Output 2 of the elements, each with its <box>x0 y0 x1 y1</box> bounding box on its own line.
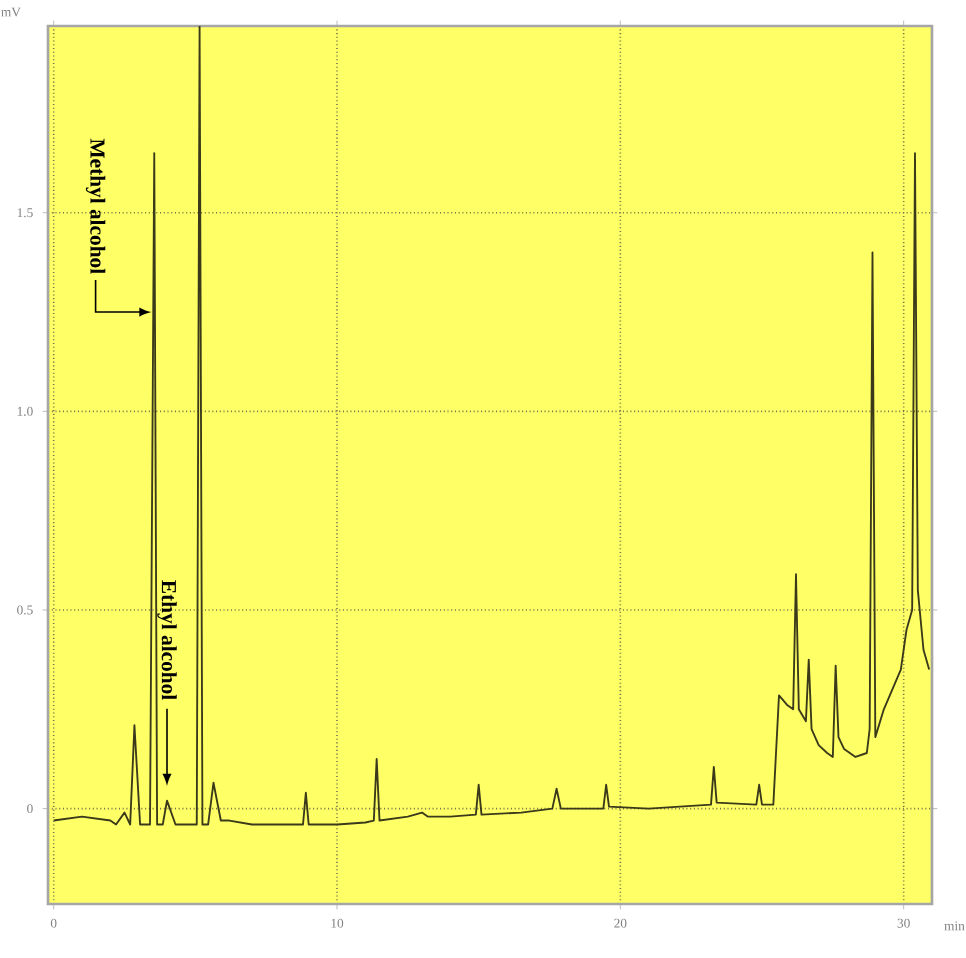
annotation: Ethyl alcohol <box>157 580 177 700</box>
annotation: Methyl alcohol <box>85 138 106 274</box>
